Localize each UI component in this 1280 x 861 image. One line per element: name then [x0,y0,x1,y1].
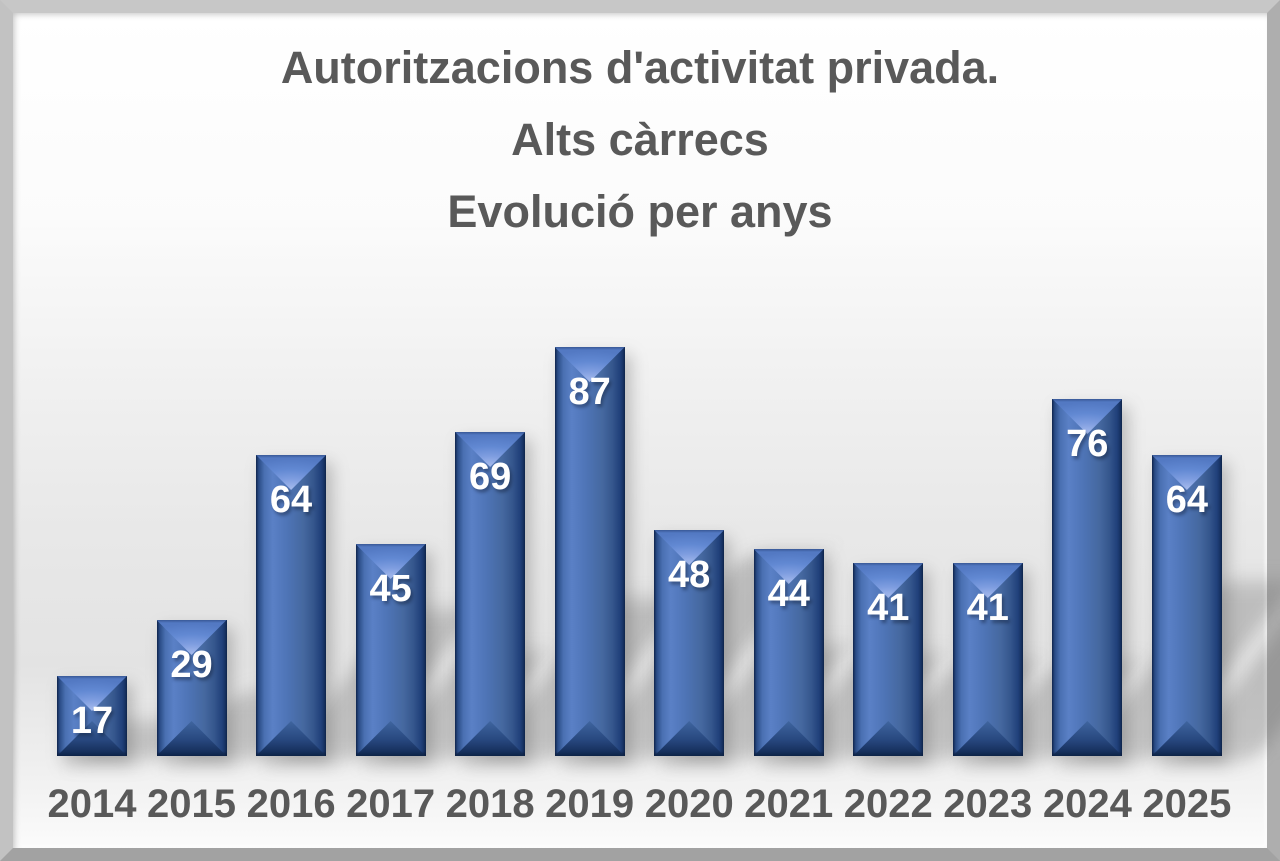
bar-value-label-2016: 64 [269,479,313,521]
bar-2025: 64 [1151,455,1222,756]
bar-slot-2018: 69 [455,432,686,760]
x-axis-label-2022: 2022 [843,782,933,826]
bar-value-label-2020: 48 [668,554,711,596]
chart-title-line-1: Autoritzacions d'activitat privada. [280,42,1000,93]
bar-2014: 17 [57,676,127,756]
bar-2021: 44 [753,549,824,756]
bar-2019: 87 [554,347,625,756]
x-axis-label-2016: 2016 [246,782,336,826]
bar-slot-2025: 64 [1151,455,1280,760]
bar-slot-2016: 64 [256,455,479,760]
x-axis-label-2017: 2017 [346,782,436,826]
chart-background: Autoritzacions d'activitat privada. Alts… [13,13,1280,848]
bar-value-label-2015: 29 [170,644,213,686]
bar-value-label-2017: 45 [369,568,412,610]
bar-value-label-2024: 76 [1066,423,1109,465]
bar-slot-2015: 29 [156,620,314,760]
bar-value-label-2023: 41 [966,587,1009,629]
bar-slot-2020: 48 [654,530,847,760]
bar-value-label-2022: 41 [867,587,910,629]
bar-value-label-2021: 44 [767,573,810,615]
bar-2017: 45 [355,544,426,756]
x-axis-label-2020: 2020 [644,782,734,826]
bar-slot-2024: 76 [1052,399,1280,760]
bar-slot-2022: 41 [853,563,1034,760]
bar-value-label-2025: 64 [1165,479,1208,521]
bar-2024: 76 [1052,399,1123,756]
bar-slot-2017: 45 [355,544,543,760]
bar-2022: 41 [853,563,924,756]
bar-plot-area: 17 29 64 45 69 87 48 44 41 41 76 64 [57,116,1280,760]
bar-slot-2014: 17 [57,676,193,760]
x-axis-label-2015: 2015 [147,782,237,826]
bar-value-label-2014: 17 [70,700,114,742]
x-axis-label-2021: 2021 [744,782,834,826]
bar-slot-2023: 41 [952,563,1133,760]
x-axis-label-2023: 2023 [943,782,1033,826]
bar-2016: 64 [256,455,327,756]
x-axis-label-2014: 2014 [47,782,137,826]
bar-value-label-2018: 69 [468,456,512,498]
bar-2015: 29 [156,620,227,756]
chart-title-line-3: Evolució per anys [447,186,833,237]
chart-title-line-2: Alts càrrecs [511,114,769,165]
x-axis-label-2025: 2025 [1142,782,1232,826]
bar-2018: 69 [455,432,526,756]
x-axis-label-2019: 2019 [545,782,635,826]
bar-2023: 41 [952,563,1023,756]
chart-title: Autoritzacions d'activitat privada. Alts… [13,32,1267,248]
x-axis-label-2018: 2018 [445,782,535,826]
bar-value-label-2019: 87 [568,371,611,413]
x-axis-labels: 2014 2015 2016 2017 2018 2019 2020 2021 2022 2023… [47,782,1232,826]
bar-2020: 48 [654,530,725,756]
x-axis-label-2024: 2024 [1042,782,1132,826]
bar-slot-2019: 87 [554,347,819,760]
bar-slot-2021: 44 [753,549,939,760]
